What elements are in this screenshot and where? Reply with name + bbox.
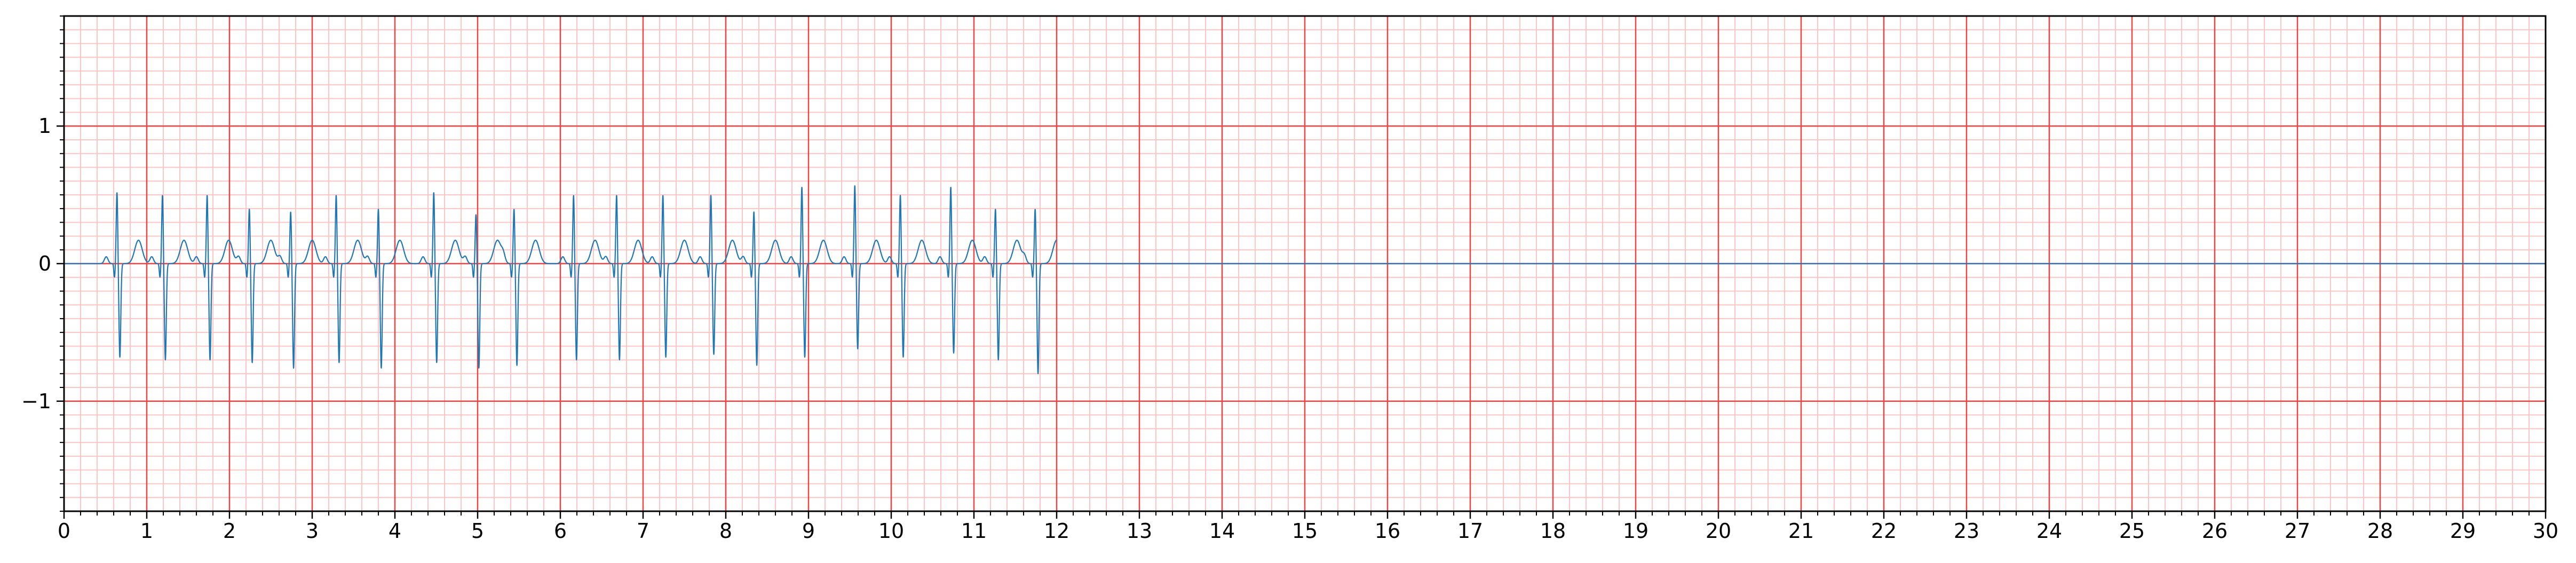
x-tick-label: 16 [1375, 519, 1400, 543]
plot-area [63, 15, 2547, 512]
x-tick-label: 6 [554, 519, 567, 543]
x-tick-label: 24 [2036, 519, 2062, 543]
x-tick-label: 13 [1127, 519, 1152, 543]
x-tick-label: 15 [1292, 519, 1318, 543]
x-tick-label: 1 [140, 519, 153, 543]
y-tick-label: −1 [21, 390, 51, 413]
ecg-series [64, 185, 2546, 375]
y-axis: −1 0 1 [21, 15, 64, 512]
x-tick-label: 22 [1871, 519, 1897, 543]
x-tick-label: 4 [389, 519, 401, 543]
x-tick-label: 7 [637, 519, 649, 543]
x-tick-label: 30 [2533, 519, 2558, 543]
ecg-signal-line [64, 185, 1057, 375]
x-tick-label: 19 [1623, 519, 1648, 543]
x-tick-label: 3 [306, 519, 319, 543]
x-axis: 0 1 2 3 4 5 6 7 8 9 10 11 12 13 14 15 16 17 18 19 20 21 22 23 24… [58, 511, 2558, 543]
x-tick-label: 2 [223, 519, 236, 543]
x-tick-label: 5 [471, 519, 484, 543]
x-tick-label: 17 [1457, 519, 1483, 543]
x-tick-label: 27 [2285, 519, 2310, 543]
x-tick-label: 11 [961, 519, 987, 543]
x-tick-label: 12 [1044, 519, 1069, 543]
x-tick-label: 26 [2202, 519, 2228, 543]
x-tick-label: 23 [1954, 519, 1979, 543]
x-tick-label: 21 [1788, 519, 1814, 543]
y-tick-label: 1 [38, 114, 51, 138]
x-tick-label: 9 [802, 519, 815, 543]
x-tick-label: 28 [2367, 519, 2393, 543]
x-tick-label: 18 [1540, 519, 1566, 543]
x-tick-label: 8 [719, 519, 732, 543]
x-tick-label: 20 [1706, 519, 1731, 543]
y-tick-label: 0 [38, 252, 51, 275]
x-tick-label: 29 [2450, 519, 2476, 543]
x-tick-label: 0 [58, 519, 70, 543]
x-tick-label: 10 [878, 519, 904, 543]
x-tick-label: 25 [2119, 519, 2145, 543]
x-tick-label: 14 [1209, 519, 1235, 543]
